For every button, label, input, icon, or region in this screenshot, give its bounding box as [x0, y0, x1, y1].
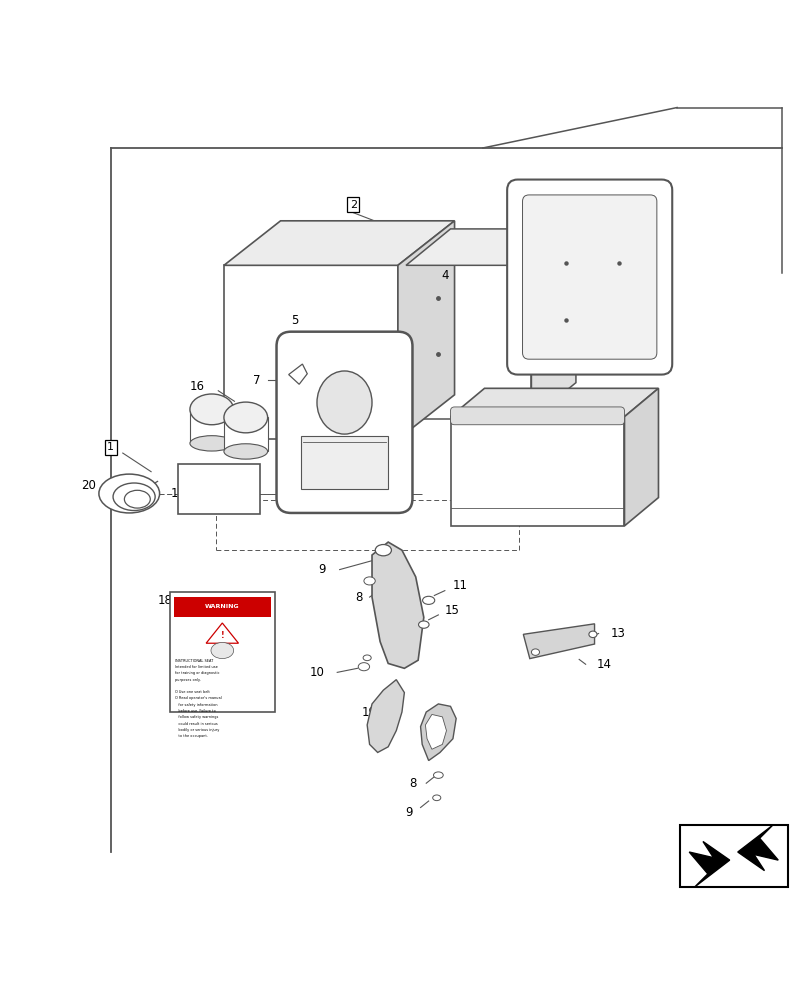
Text: bodily or serious injury: bodily or serious injury	[175, 728, 220, 732]
Bar	[224, 265, 397, 439]
Bar	[169, 592, 275, 712]
Ellipse shape	[316, 371, 371, 434]
Ellipse shape	[418, 621, 428, 628]
Ellipse shape	[588, 631, 596, 638]
Polygon shape	[367, 680, 404, 752]
Polygon shape	[224, 221, 454, 265]
Text: 9: 9	[405, 806, 413, 819]
Text: 13: 13	[610, 627, 624, 640]
Text: INSTRUCTIONAL SEAT: INSTRUCTIONAL SEAT	[175, 659, 213, 663]
Ellipse shape	[363, 577, 375, 585]
Text: O Read operator's manual: O Read operator's manual	[175, 696, 221, 700]
Polygon shape	[397, 221, 454, 439]
Text: purposes only.: purposes only.	[175, 678, 201, 682]
Text: !: !	[221, 631, 224, 640]
Bar	[178, 464, 260, 514]
Text: could result in serious: could result in serious	[175, 722, 218, 726]
Polygon shape	[420, 704, 456, 761]
Text: 4: 4	[440, 269, 448, 282]
FancyBboxPatch shape	[277, 332, 412, 513]
Text: 14: 14	[596, 658, 611, 671]
Bar	[224, 417, 268, 451]
Ellipse shape	[358, 663, 369, 671]
Text: 7: 7	[252, 374, 260, 387]
FancyBboxPatch shape	[507, 180, 672, 375]
Polygon shape	[425, 714, 446, 749]
Ellipse shape	[375, 545, 391, 556]
Text: O Use one seat belt: O Use one seat belt	[175, 690, 210, 694]
Ellipse shape	[422, 596, 434, 604]
Polygon shape	[530, 229, 575, 419]
Text: 6: 6	[317, 430, 324, 443]
Ellipse shape	[211, 642, 234, 659]
Bar	[190, 409, 234, 443]
Text: 17: 17	[170, 487, 185, 500]
Ellipse shape	[190, 394, 234, 425]
Polygon shape	[737, 825, 777, 871]
Text: to the occupant.: to the occupant.	[175, 734, 208, 738]
Text: 2: 2	[350, 200, 357, 210]
Bar	[450, 417, 624, 526]
Text: 5: 5	[290, 314, 298, 327]
Text: follow safety warnings: follow safety warnings	[175, 715, 218, 719]
FancyBboxPatch shape	[522, 195, 656, 359]
Text: before use. Failure to: before use. Failure to	[175, 709, 216, 713]
Polygon shape	[523, 624, 594, 659]
Text: 9: 9	[318, 563, 325, 576]
Text: for safety information: for safety information	[175, 703, 217, 707]
Ellipse shape	[530, 649, 539, 655]
Ellipse shape	[224, 444, 268, 459]
Text: 12: 12	[607, 438, 621, 451]
Polygon shape	[288, 364, 307, 384]
Ellipse shape	[363, 655, 371, 661]
Ellipse shape	[113, 483, 155, 511]
Text: 19: 19	[362, 706, 376, 719]
Text: 20: 20	[81, 479, 97, 492]
Polygon shape	[450, 388, 658, 417]
FancyBboxPatch shape	[450, 407, 624, 425]
Text: 3: 3	[616, 214, 624, 227]
Text: 11: 11	[453, 579, 467, 592]
Text: 16: 16	[190, 380, 204, 393]
Ellipse shape	[224, 402, 268, 433]
Polygon shape	[624, 388, 658, 526]
Bar	[300, 436, 388, 489]
Ellipse shape	[433, 772, 443, 778]
Polygon shape	[371, 542, 423, 668]
Polygon shape	[689, 841, 729, 887]
Text: 1: 1	[107, 442, 114, 452]
Text: Intended for limited use: Intended for limited use	[175, 665, 218, 669]
Polygon shape	[206, 623, 238, 643]
Bar	[406, 265, 530, 419]
Polygon shape	[406, 229, 575, 265]
Ellipse shape	[124, 490, 150, 508]
Ellipse shape	[99, 474, 160, 513]
Text: WARNING: WARNING	[204, 604, 239, 609]
Text: 18: 18	[157, 594, 172, 607]
Ellipse shape	[432, 795, 440, 801]
Bar	[679, 825, 787, 887]
Text: 10: 10	[309, 666, 324, 679]
Ellipse shape	[190, 436, 234, 451]
Text: for training or diagnostic: for training or diagnostic	[175, 671, 220, 675]
Text: 15: 15	[444, 604, 459, 617]
Bar	[174, 597, 271, 617]
Text: 8: 8	[408, 777, 416, 790]
Text: 8: 8	[355, 591, 363, 604]
